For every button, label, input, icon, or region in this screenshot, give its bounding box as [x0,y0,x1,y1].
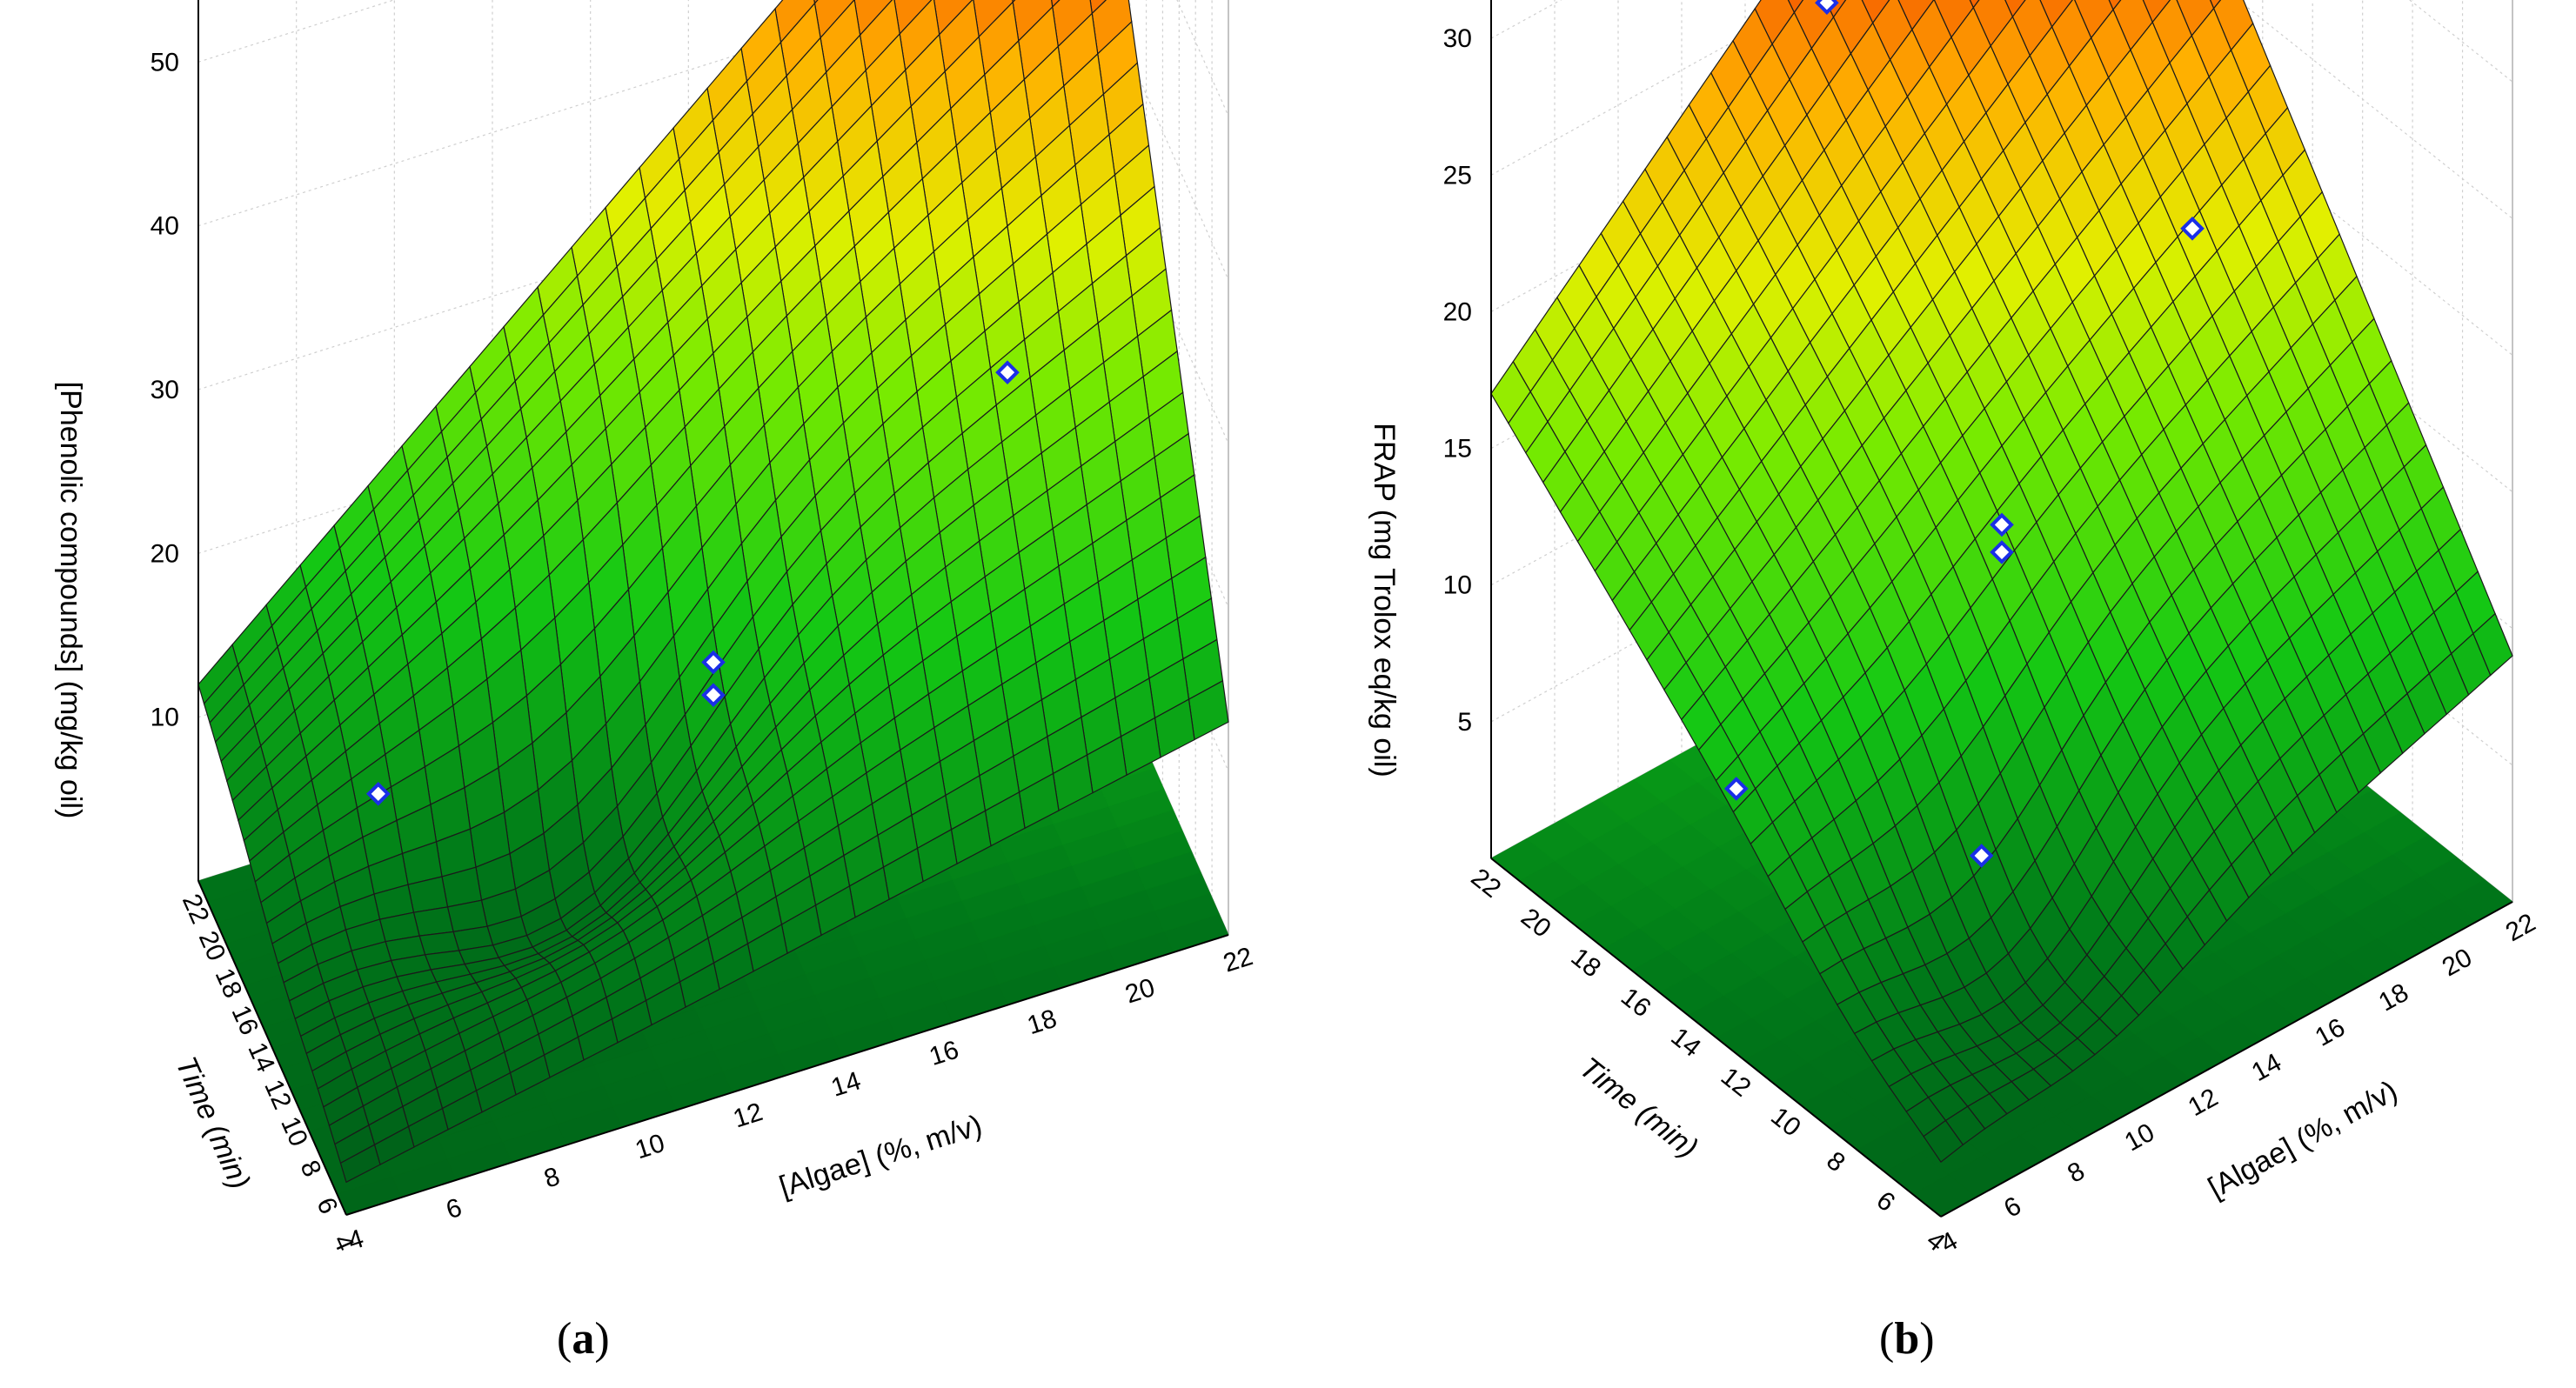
y-tick-label: 8 [294,1157,326,1182]
x-axis-label: [Algae] (%, m/v) [775,1109,986,1204]
data-points [1723,0,2205,868]
y-tick-label: 6 [1871,1186,1901,1218]
wall-gridline [1490,0,2513,219]
x-tick-label: 18 [1024,1004,1061,1041]
surface-cell [1923,1119,1964,1163]
x-axis-line [345,934,1229,1216]
data-point [1969,844,1994,868]
x-tick-label: 10 [632,1129,668,1165]
y-tick-label: 18 [1565,943,1606,984]
panel-a-surface-plot: 4681012141618202246810121416182022102030… [54,0,1256,1256]
caption-b-close: ) [1919,1314,1935,1364]
z-axis-label: FRAP (mg Trolox eq/kg oil) [1368,423,1401,777]
caption-a-close: ) [594,1314,610,1364]
x-tick-label: 20 [1122,973,1159,1010]
surface-mesh [197,0,1229,1184]
caption-b-letter: b [1894,1314,1920,1364]
y-tick-label: 22 [1466,863,1507,904]
surface-cell [2004,0,2026,18]
y-tick-label: 14 [1665,1022,1706,1063]
data-point [1815,0,1839,16]
y-tick-label: 6 [311,1193,343,1218]
data-point [2180,216,2205,241]
z-tick-label: 25 [1443,161,1472,190]
panel-b-surface-plot: 4681012141618202246810121416182022510152… [1368,0,2540,1258]
surface-cell [1969,0,1980,9]
x-tick-label: 12 [730,1098,766,1134]
x-tick-label: 10 [2120,1118,2159,1158]
z-tick-label: 15 [1443,435,1472,464]
caption-a: (a) [557,1313,610,1365]
surface-cell [2209,0,2222,10]
x-tick-label: 14 [828,1066,865,1103]
z-tick-label: 30 [1443,24,1472,53]
data-point [1990,512,2014,537]
data-point [701,650,726,675]
z-tick-label: 20 [151,539,179,568]
caption-a-letter: a [572,1314,595,1364]
wall-gridline [1490,0,2513,356]
caption-b-open: ( [1879,1314,1895,1364]
x-tick-label: 6 [1999,1191,2026,1224]
y-tick-label: 16 [1616,983,1656,1024]
z-tick-label: 20 [1443,297,1472,326]
caption-b: (b) [1879,1313,1935,1365]
surface-cell [2108,0,2122,11]
y-tick-label: 8 [1821,1146,1850,1178]
surface-cell [1787,0,1804,14]
x-tick-label: 20 [2438,943,2477,982]
caption-a-open: ( [557,1314,572,1364]
y-axis-line [1490,857,1942,1218]
y-axis-label: Time (min) [1573,1051,1703,1164]
data-point [1990,540,2014,564]
x-tick-label: 8 [541,1162,564,1194]
z-tick-label: 5 [1457,708,1472,737]
y-tick-label: 10 [1765,1102,1806,1143]
x-axis-label: [Algae] (%, m/v) [2203,1074,2403,1204]
y-axis-label: Time (min) [169,1052,256,1195]
data-point [701,683,726,708]
y-tick-label: 20 [1515,903,1556,944]
z-axis-label: [Phenolic compounds] (mg/kg oil) [54,382,87,819]
y-axis-line [197,880,347,1216]
surface-cell [412,906,454,937]
z-tick-label: 40 [151,212,179,241]
x-tick-label: 14 [2247,1048,2286,1087]
x-axis-line [1940,901,2513,1218]
data-points [365,360,1020,806]
data-point [995,360,1020,385]
z-tick-label: 50 [151,48,179,77]
x-tick-label: 16 [926,1036,962,1072]
surface-mesh [1490,0,2513,1163]
z-tick-label: 30 [151,376,179,404]
x-tick-label: 8 [2063,1157,2090,1189]
x-tick-label: 12 [2184,1083,2223,1122]
x-tick-label: 22 [1220,942,1256,978]
x-tick-label: 6 [443,1193,465,1225]
y-tick-label: 12 [1716,1062,1756,1103]
x-tick-label: 18 [2374,978,2413,1018]
data-point [1723,777,1749,801]
data-point [365,781,391,806]
surface-cell [339,1144,381,1184]
z-tick-label: 10 [151,704,179,732]
x-tick-label: 22 [2501,908,2540,947]
z-tick-label: 10 [1443,571,1472,600]
x-tick-label: 16 [2311,1013,2350,1052]
